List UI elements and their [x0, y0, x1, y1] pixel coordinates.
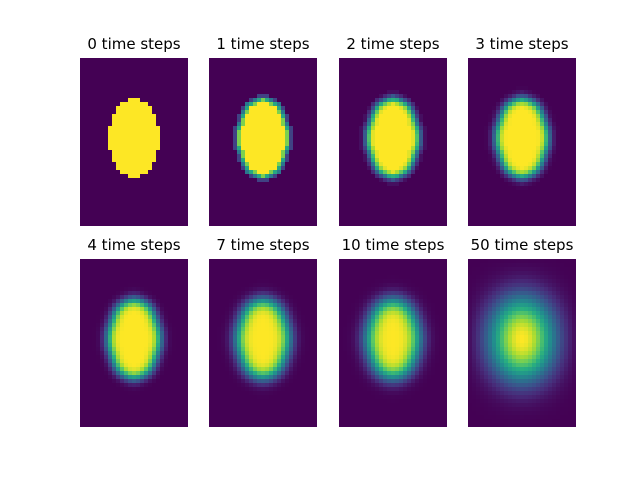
heatmap-panel-3	[468, 58, 576, 226]
panel-title-7: 50 time steps	[470, 236, 574, 254]
heatmap-panel-1	[209, 58, 317, 226]
heatmap-panel-6	[339, 259, 447, 427]
panel-title-0: 0 time steps	[87, 35, 181, 53]
heatmap-panel-7	[468, 259, 576, 427]
heatmap-panel-0	[80, 58, 188, 226]
panel-title-4: 4 time steps	[87, 236, 181, 254]
panel-title-6: 10 time steps	[341, 236, 445, 254]
heatmap-panel-2	[339, 58, 447, 226]
panel-title-1: 1 time steps	[216, 35, 310, 53]
panel-title-5: 7 time steps	[216, 236, 310, 254]
panel-title-3: 3 time steps	[475, 35, 569, 53]
heatmap-panel-5	[209, 259, 317, 427]
panel-title-2: 2 time steps	[346, 35, 440, 53]
heatmap-panel-4	[80, 259, 188, 427]
